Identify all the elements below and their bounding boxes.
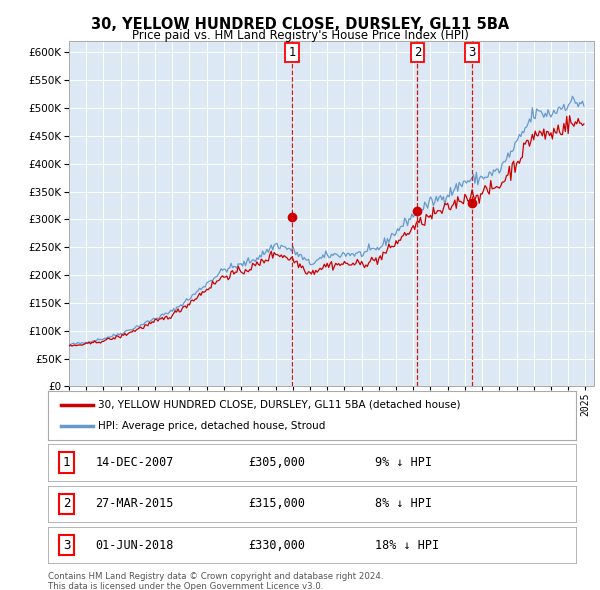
Text: 8% ↓ HPI: 8% ↓ HPI xyxy=(376,497,433,510)
Text: Price paid vs. HM Land Registry's House Price Index (HPI): Price paid vs. HM Land Registry's House … xyxy=(131,30,469,42)
Text: 30, YELLOW HUNDRED CLOSE, DURSLEY, GL11 5BA (detached house): 30, YELLOW HUNDRED CLOSE, DURSLEY, GL11 … xyxy=(98,399,461,409)
Text: Contains HM Land Registry data © Crown copyright and database right 2024.: Contains HM Land Registry data © Crown c… xyxy=(48,572,383,581)
Text: 18% ↓ HPI: 18% ↓ HPI xyxy=(376,539,439,552)
Text: 9% ↓ HPI: 9% ↓ HPI xyxy=(376,456,433,469)
Text: 30, YELLOW HUNDRED CLOSE, DURSLEY, GL11 5BA: 30, YELLOW HUNDRED CLOSE, DURSLEY, GL11 … xyxy=(91,17,509,31)
Text: 27-MAR-2015: 27-MAR-2015 xyxy=(95,497,174,510)
Text: £330,000: £330,000 xyxy=(248,539,305,552)
Text: £305,000: £305,000 xyxy=(248,456,305,469)
Text: 3: 3 xyxy=(63,539,70,552)
Text: 01-JUN-2018: 01-JUN-2018 xyxy=(95,539,174,552)
Text: This data is licensed under the Open Government Licence v3.0.: This data is licensed under the Open Gov… xyxy=(48,582,323,590)
Text: 1: 1 xyxy=(63,456,70,469)
Text: 14-DEC-2007: 14-DEC-2007 xyxy=(95,456,174,469)
Text: 1: 1 xyxy=(289,46,296,59)
Text: £315,000: £315,000 xyxy=(248,497,305,510)
Text: HPI: Average price, detached house, Stroud: HPI: Average price, detached house, Stro… xyxy=(98,421,326,431)
Text: 2: 2 xyxy=(413,46,421,59)
Text: 3: 3 xyxy=(469,46,476,59)
Text: 2: 2 xyxy=(63,497,70,510)
